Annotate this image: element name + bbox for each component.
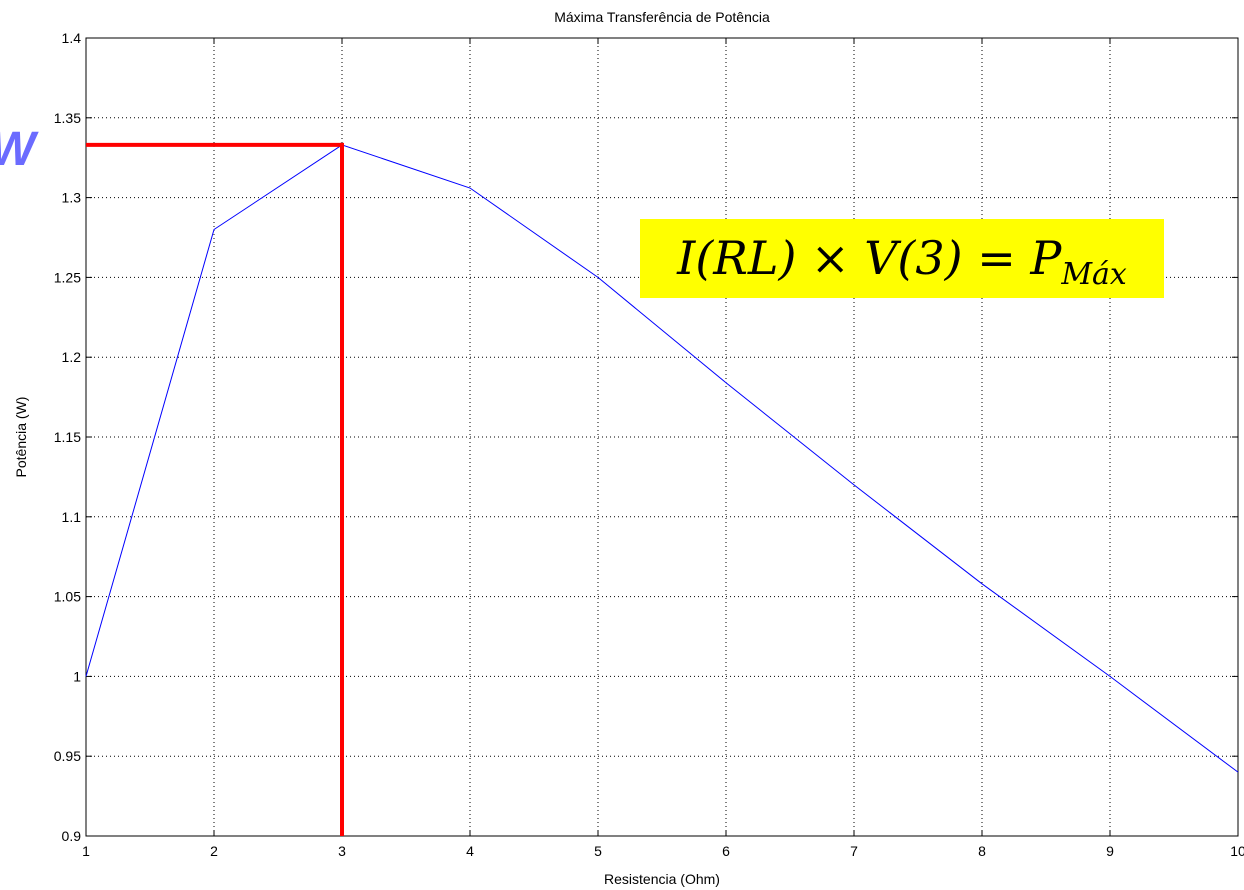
y-tick-label: 1.35 [54,110,81,126]
x-tick-label: 6 [722,843,730,859]
y-tick-label: 1 [73,668,81,684]
x-tick-label: 1 [82,843,90,859]
series-line [85,144,1239,773]
x-axis-label: Resistencia (Ohm) [604,871,720,887]
x-tick-label: 9 [1106,843,1114,859]
y-tick-label: 1.15 [54,429,81,445]
x-tick-label: 4 [466,843,474,859]
y-tick-label: 1.4 [62,30,82,46]
x-tick-label: 3 [338,843,346,859]
y-axis-label: Potência (W) [13,397,29,478]
y-tick-label: 1.1 [62,509,82,525]
chart-title: Máxima Transferência de Potência [554,9,770,25]
formula-subscript: Máx [1061,257,1127,293]
formula-text: I(RL) × V(3) = PMáx [640,219,1164,298]
y-tick-label: 1.2 [62,349,82,365]
x-tick-label: 5 [594,843,602,859]
y-tick-label: 1.25 [54,269,81,285]
y-tick-label: 0.95 [54,748,81,764]
formula-annotation: I(RL) × V(3) = PMáx [640,219,1164,298]
formula-main: I(RL) × V(3) = P [677,231,1062,285]
x-tick-label: 10 [1230,843,1244,859]
x-tick-label: 2 [210,843,218,859]
clipped-unit-label: W [0,122,35,177]
x-tick-label: 8 [978,843,986,859]
x-tick-label: 7 [850,843,858,859]
y-tick-label: 1.05 [54,589,81,605]
y-tick-label: 0.9 [62,828,82,844]
y-tick-label: 1.3 [62,190,82,206]
